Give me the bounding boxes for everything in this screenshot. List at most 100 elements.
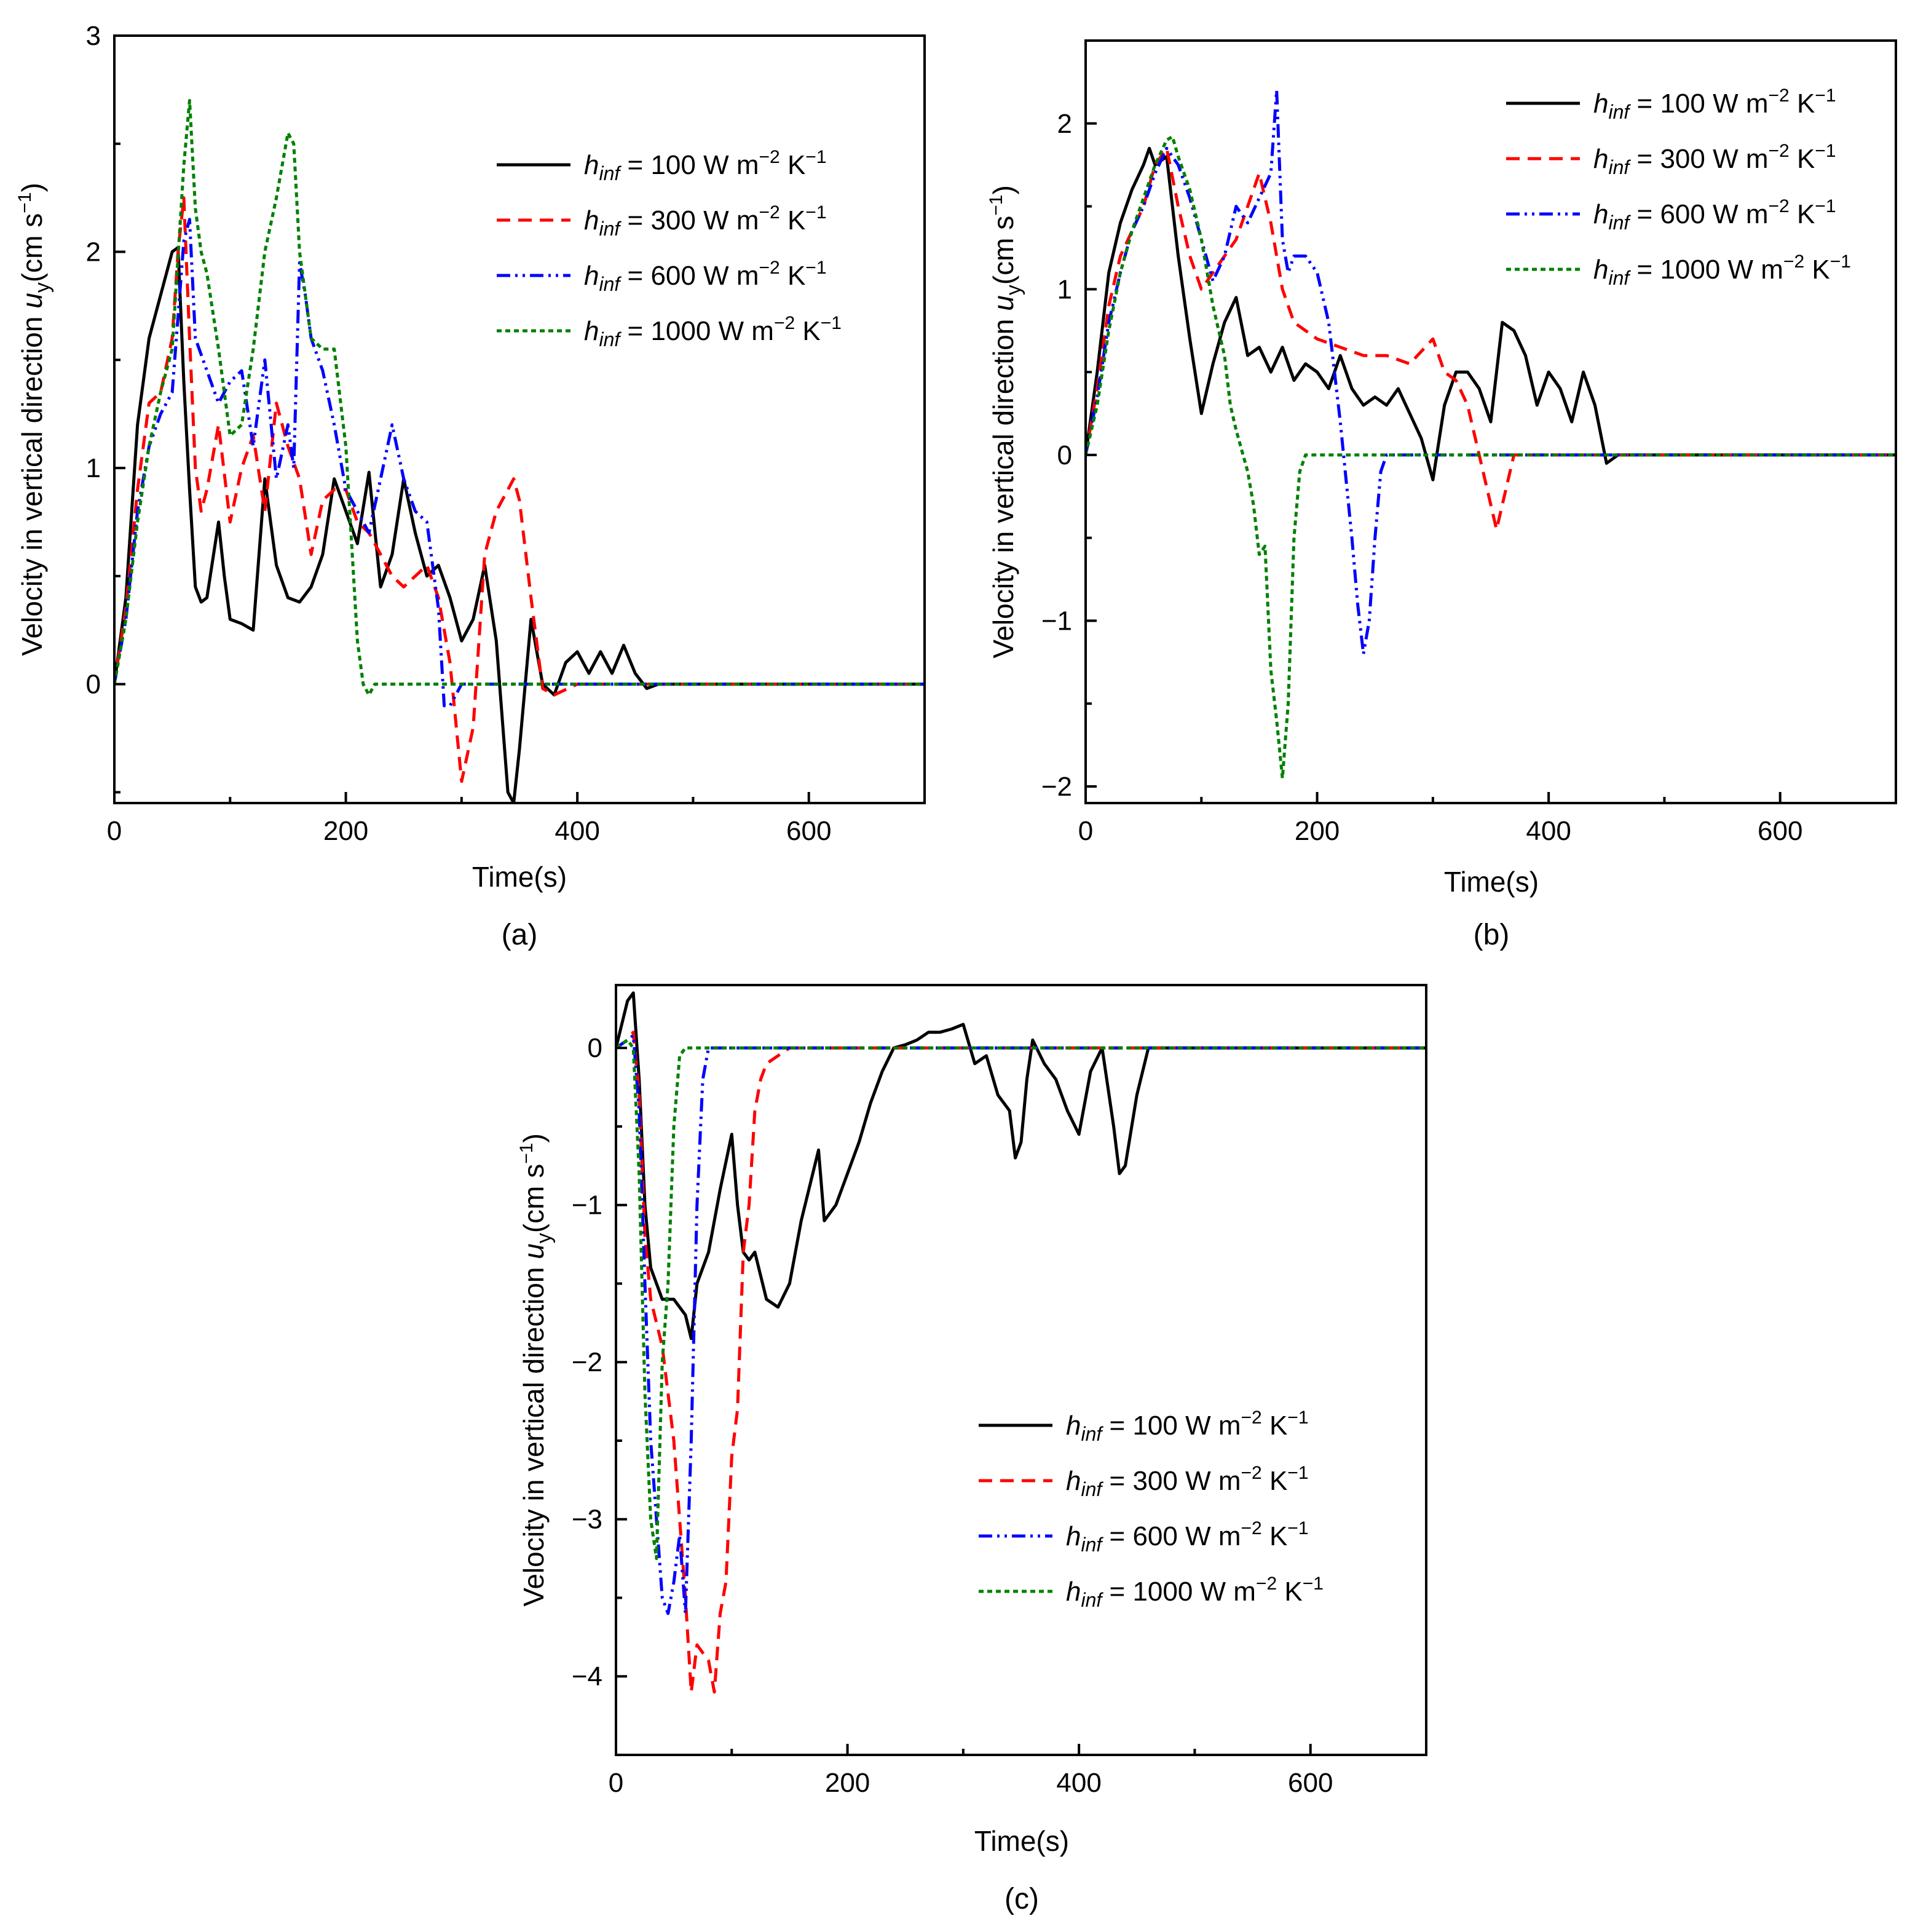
x-tick-label: 400 bbox=[1526, 816, 1571, 846]
y-title-unit: (cm s bbox=[16, 213, 48, 282]
legend-h: h bbox=[1066, 1411, 1081, 1441]
legend-h: h bbox=[584, 261, 599, 291]
x-tick-label: 600 bbox=[786, 816, 831, 846]
legend-sub: inf bbox=[599, 273, 622, 295]
legend-eq: = bbox=[620, 261, 650, 291]
y-tick-label: −2 bbox=[572, 1347, 602, 1377]
legend-sub: inf bbox=[599, 218, 622, 240]
y-tick-label: 0 bbox=[1057, 440, 1072, 470]
legend-entry-h1000: hinf = 1000 W m−2 K−1 bbox=[1066, 1574, 1324, 1611]
legend-value: 300 bbox=[1660, 144, 1705, 174]
y-title-text: Velocity in vertical direction bbox=[518, 1259, 550, 1607]
y-tick-label: 2 bbox=[1057, 109, 1072, 139]
panel-label: (a) bbox=[502, 919, 538, 951]
legend-value: 100 bbox=[1132, 1411, 1177, 1441]
chart-panel-a: 0 200 400 600 0 1 2 3 Time(s) Velocity in vertica… bbox=[15, 21, 926, 951]
x-tick-label: 600 bbox=[1758, 816, 1802, 846]
legend-unit-b: K bbox=[1262, 1411, 1288, 1441]
legend-unit-a: W m bbox=[711, 316, 774, 346]
y-title-exp: −1 bbox=[986, 195, 1006, 216]
legend-entry-h100: hinf = 100 W m−2 K−1 bbox=[1593, 85, 1836, 123]
legend-exp-a: −2 bbox=[759, 147, 780, 167]
y-tick-label: 0 bbox=[588, 1033, 602, 1063]
legend-eq: = bbox=[1629, 199, 1660, 229]
legend-exp-b: −1 bbox=[1815, 85, 1836, 106]
legend-entry-h600: hinf = 600 W m−2 K−1 bbox=[1066, 1518, 1309, 1556]
y-title-close: ) bbox=[987, 185, 1019, 194]
legend-exp-a: −2 bbox=[1256, 1574, 1277, 1594]
legend-value: 600 bbox=[650, 261, 695, 291]
legend-eq: = bbox=[1102, 1577, 1132, 1607]
series-line-h100 bbox=[114, 246, 925, 803]
x-tick-label: 0 bbox=[1078, 816, 1093, 846]
legend-unit-b: K bbox=[1790, 89, 1815, 119]
y-tick-label: 1 bbox=[1057, 274, 1072, 304]
y-title-sub: y bbox=[1002, 285, 1025, 295]
legend-sub: inf bbox=[599, 328, 622, 350]
legend-exp-b: −1 bbox=[1830, 251, 1851, 272]
legend-h: h bbox=[584, 316, 599, 346]
legend-unit-a: W m bbox=[1705, 144, 1769, 174]
legend-h: h bbox=[1066, 1521, 1081, 1551]
panel-label: (c) bbox=[1004, 1883, 1039, 1915]
legend-unit-b: K bbox=[1790, 199, 1815, 229]
legend-unit-a: W m bbox=[1178, 1411, 1241, 1441]
legend-unit-a: W m bbox=[1705, 199, 1769, 229]
legend-eq: = bbox=[620, 150, 650, 180]
legend: hinf = 100 W m−2 K−1 hinf = 300 W m−2 K−1… bbox=[497, 147, 842, 350]
legend-unit-b: K bbox=[780, 150, 806, 180]
legend-value: 300 bbox=[1132, 1466, 1177, 1496]
x-tick-label: 600 bbox=[1288, 1768, 1333, 1798]
x-tick-label: 200 bbox=[825, 1768, 870, 1798]
series-line-h1000 bbox=[114, 99, 925, 697]
legend-value: 1000 bbox=[1132, 1577, 1193, 1607]
y-tick-label: 2 bbox=[86, 237, 101, 267]
y-tick-label: −1 bbox=[572, 1190, 602, 1221]
plot-frame bbox=[1084, 39, 1897, 804]
legend-sub: inf bbox=[1608, 156, 1631, 178]
legend-sub: inf bbox=[1081, 1534, 1103, 1556]
legend-exp-b: −1 bbox=[1287, 1518, 1308, 1538]
y-tick-label: 1 bbox=[86, 453, 101, 483]
y-title-exp: −1 bbox=[516, 1143, 537, 1164]
legend-eq: = bbox=[620, 205, 650, 236]
legend-exp-b: −1 bbox=[805, 258, 826, 278]
x-axis-title: Time(s) bbox=[472, 861, 567, 893]
chart-panel-b: 0 200 400 600 −2 −1 0 1 2 Time(s) Velocity in vert… bbox=[986, 39, 1897, 951]
legend-unit-b: K bbox=[1790, 144, 1815, 174]
legend-exp-a: −2 bbox=[1241, 1463, 1262, 1483]
legend-eq: = bbox=[620, 316, 650, 346]
legend-eq: = bbox=[1629, 89, 1660, 119]
legend-exp-b: −1 bbox=[1815, 141, 1836, 161]
legend-unit-b: K bbox=[780, 261, 806, 291]
y-title-unit: (cm s bbox=[518, 1164, 550, 1233]
legend-unit-a: W m bbox=[1705, 89, 1769, 119]
legend-sub: inf bbox=[1081, 1423, 1103, 1445]
legend-unit-a: W m bbox=[696, 150, 759, 180]
y-axis-title: Velocity in vertical direction uy(cm s−1… bbox=[15, 183, 54, 656]
y-tick-label: 3 bbox=[86, 21, 101, 51]
legend-sub: inf bbox=[1608, 101, 1631, 123]
legend-value: 600 bbox=[1660, 199, 1705, 229]
legend-eq: = bbox=[1629, 144, 1660, 174]
legend-unit-a: W m bbox=[1193, 1577, 1256, 1607]
legend-value: 100 bbox=[1660, 89, 1705, 119]
y-title-var: u bbox=[16, 293, 48, 309]
x-tick-label: 200 bbox=[1295, 816, 1340, 846]
y-tick-label: −2 bbox=[1041, 772, 1072, 802]
legend-entry-h300: hinf = 300 W m−2 K−1 bbox=[584, 202, 827, 240]
legend-exp-b: −1 bbox=[1303, 1574, 1324, 1594]
legend-exp-a: −2 bbox=[1769, 141, 1790, 161]
y-title-text: Velocity in vertical direction bbox=[987, 311, 1019, 659]
y-tick-label: −1 bbox=[1041, 606, 1072, 636]
plot-frame bbox=[615, 984, 1427, 1756]
legend-h: h bbox=[1593, 144, 1608, 174]
x-tick-label: 400 bbox=[1056, 1768, 1101, 1798]
legend-eq: = bbox=[1102, 1521, 1132, 1551]
legend-exp-b: −1 bbox=[1287, 1407, 1308, 1428]
legend-h: h bbox=[584, 150, 599, 180]
legend-h: h bbox=[1593, 255, 1608, 285]
legend-entry-h100: hinf = 100 W m−2 K−1 bbox=[584, 147, 827, 184]
